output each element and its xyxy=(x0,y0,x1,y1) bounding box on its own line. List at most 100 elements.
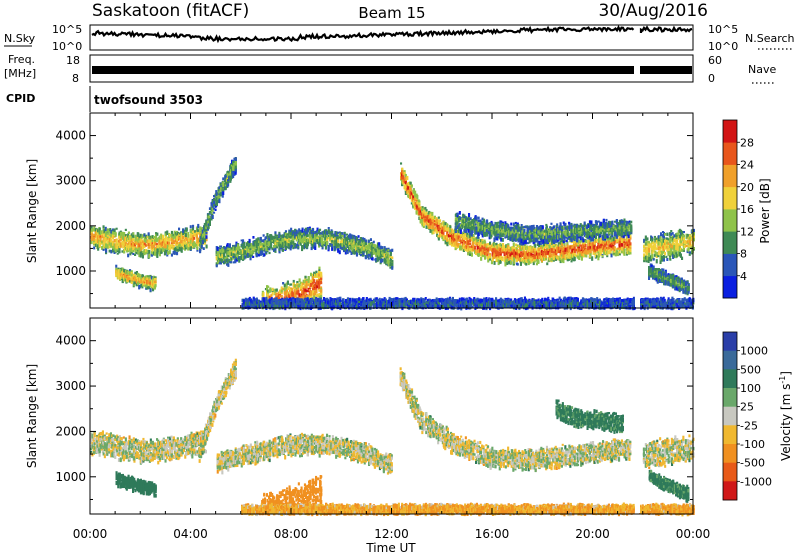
scatter-cell xyxy=(375,252,378,257)
scatter-cell xyxy=(146,239,149,244)
scatter-cell xyxy=(208,207,211,210)
scatter-cell xyxy=(105,231,108,235)
scatter-cell xyxy=(176,233,179,238)
scatter-cell xyxy=(155,233,158,237)
scatter-cell xyxy=(443,223,446,227)
scatter-cell xyxy=(294,243,297,248)
scatter-cell xyxy=(455,237,458,242)
scatter-cell xyxy=(270,293,273,297)
scatter-cell xyxy=(149,281,152,285)
scatter-cell xyxy=(108,249,111,253)
scatter-cell xyxy=(94,233,97,238)
scatter-cell xyxy=(428,211,431,215)
scatter-cell xyxy=(152,275,155,279)
scatter-cell xyxy=(192,227,195,231)
scatter-cell xyxy=(130,244,133,249)
scatter-cell xyxy=(361,237,364,241)
scatter-cell xyxy=(443,226,446,231)
scatter-cell xyxy=(331,236,334,239)
scatter-cell xyxy=(315,230,318,235)
scatter-cell xyxy=(145,234,148,239)
scatter-cell xyxy=(327,234,330,239)
scatter-cell xyxy=(268,248,271,251)
scatter-cell xyxy=(349,239,352,243)
scatter-cell xyxy=(222,189,225,192)
scatter-cell xyxy=(227,173,230,177)
scatter-cell xyxy=(462,241,465,247)
scatter-cell xyxy=(119,234,122,239)
scatter-cell xyxy=(318,229,321,234)
scatter-cell xyxy=(205,227,208,230)
scatter-cell xyxy=(102,225,105,230)
scatter-cell xyxy=(163,242,166,245)
scatter-cell xyxy=(309,230,312,235)
scatter-cell xyxy=(305,281,308,284)
scatter-cell xyxy=(148,285,151,290)
scatter-cell xyxy=(118,239,121,244)
scatter-cell xyxy=(305,278,308,283)
scatter-cell xyxy=(457,235,460,239)
scatter-cell xyxy=(371,243,374,249)
scatter-cell xyxy=(431,215,434,218)
scatter-cell xyxy=(343,234,346,239)
scatter-cell xyxy=(200,244,203,249)
scatter-cell xyxy=(349,242,352,245)
scatter-cell xyxy=(229,176,232,181)
scatter-cell xyxy=(171,245,174,250)
scatter-cell xyxy=(267,289,270,293)
scatter-cell xyxy=(447,239,450,242)
scatter-cell xyxy=(131,274,134,277)
scatter-cell xyxy=(313,241,316,245)
scatter-cell xyxy=(261,246,264,250)
scatter-cell xyxy=(416,201,419,205)
scatter-cell xyxy=(170,253,173,257)
scatter-cell xyxy=(218,186,221,189)
scatter-cell xyxy=(147,232,150,236)
scatter-cell xyxy=(130,236,133,240)
scatter-cell xyxy=(331,240,334,243)
scatter-cell xyxy=(232,253,235,256)
scatter-cell xyxy=(419,215,422,219)
scatter-cell xyxy=(105,248,108,253)
scatter-cell xyxy=(304,235,307,240)
scatter-cell xyxy=(497,260,500,266)
scatter-cell xyxy=(476,246,479,250)
scatter-cell xyxy=(477,242,480,246)
scatter-cell xyxy=(224,187,227,191)
scatter-cell xyxy=(154,241,157,245)
scatter-cell xyxy=(355,237,358,242)
scatter-cell xyxy=(344,251,347,255)
scatter-cell xyxy=(446,242,449,247)
scatter-cell xyxy=(337,246,340,250)
scatter-cell xyxy=(343,245,346,248)
scatter-cell xyxy=(313,233,316,237)
scatter-cell xyxy=(197,243,200,247)
scatter-cell xyxy=(150,283,153,287)
scatter-cell xyxy=(471,243,474,247)
scatter-cell xyxy=(470,245,473,248)
scatter-cell xyxy=(372,248,375,252)
scatter-cell xyxy=(94,238,97,244)
scatter-cell xyxy=(441,229,444,234)
scatter-cell xyxy=(97,232,100,236)
scatter-cell xyxy=(234,167,237,172)
scatter-cell xyxy=(425,225,428,229)
scatter-cell xyxy=(432,229,435,232)
scatter-cell xyxy=(319,234,322,237)
scatter-cell xyxy=(372,246,375,249)
scatter-cell xyxy=(118,242,121,246)
scatter-cell xyxy=(237,245,240,250)
scatter-cell xyxy=(423,209,426,214)
scatter-cell xyxy=(185,227,188,232)
nsearch-label: N.Search xyxy=(745,32,795,45)
scatter-cell xyxy=(164,236,167,239)
scatter-cell xyxy=(401,183,404,187)
scatter-cell xyxy=(189,225,192,229)
scatter-cell xyxy=(309,228,312,231)
scatter-cell xyxy=(123,249,126,253)
scatter-cell xyxy=(475,250,478,255)
scatter-cell xyxy=(218,189,221,192)
scatter-cell xyxy=(358,240,361,246)
scatter-cell xyxy=(407,191,410,195)
scatter-cell xyxy=(475,249,478,253)
